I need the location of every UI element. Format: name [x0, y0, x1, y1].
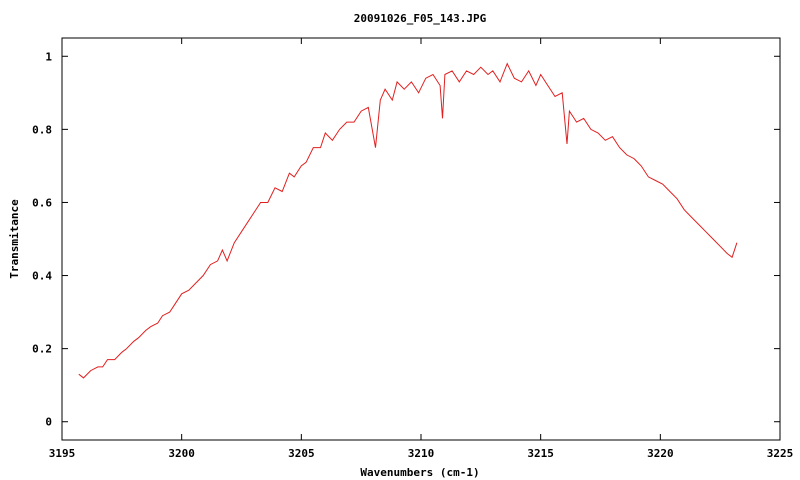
x-tick-label: 3210 — [408, 447, 435, 460]
y-ticks: 0 0.2 0.4 0.6 0.8 1 — [32, 50, 780, 429]
plot-frame — [61, 37, 781, 441]
x-tick-label: 3215 — [527, 447, 554, 460]
x-axis-label: Wavenumbers (cm-1) — [360, 466, 479, 479]
y-axis-label: Transmitance — [8, 199, 21, 279]
x-ticks: 3195 3200 3205 3210 3215 3220 3225 — [49, 38, 794, 460]
y-tick-label: 0 — [45, 416, 52, 429]
y-tick-label: 0.6 — [32, 196, 52, 209]
chart-title: 20091026_F05_143.JPG — [354, 12, 487, 25]
x-tick-label: 3220 — [647, 447, 674, 460]
y-tick-label: 0.8 — [32, 123, 52, 136]
y-tick-label: 0.4 — [32, 270, 52, 283]
x-tick-label: 3225 — [767, 447, 794, 460]
x-tick-label: 3195 — [49, 447, 76, 460]
series-line-transmitance — [78, 62, 738, 379]
x-tick-label: 3200 — [168, 447, 195, 460]
y-tick-label: 0.2 — [32, 343, 52, 356]
x-tick-label: 3205 — [288, 447, 315, 460]
y-tick-label: 1 — [45, 50, 52, 63]
